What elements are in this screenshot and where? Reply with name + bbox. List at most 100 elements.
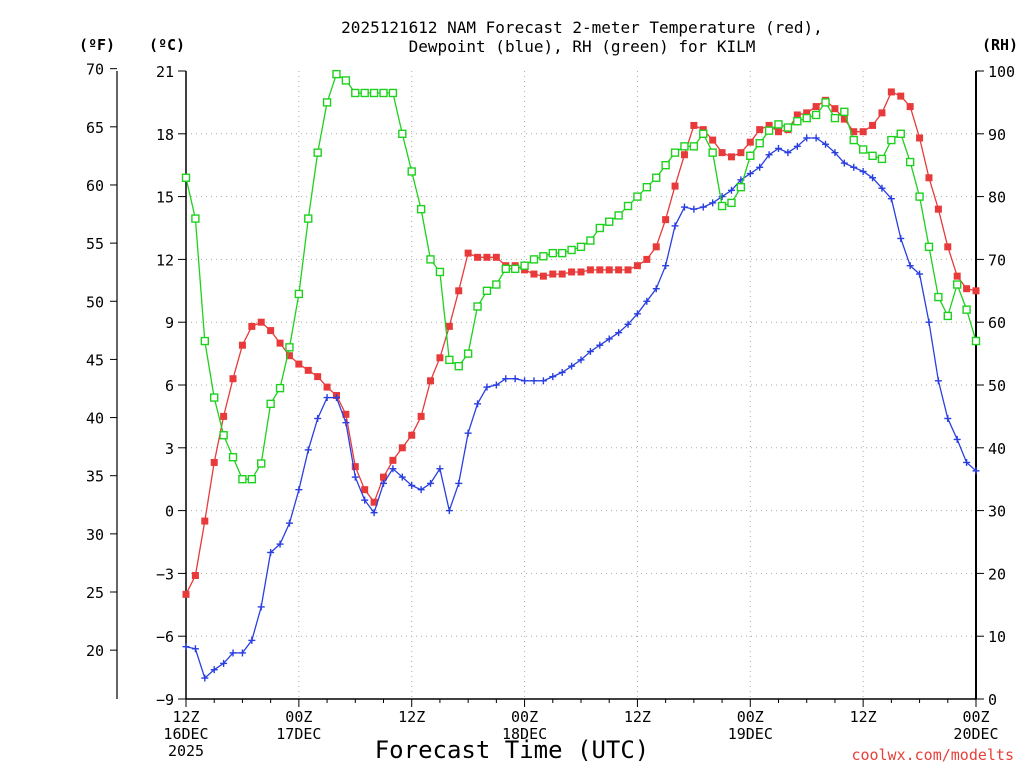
dewpoint-point [953, 435, 961, 443]
rh-tick-label: 30 [988, 503, 1006, 521]
tick-labels: −9−6−30369121518212025303540455055606570… [86, 61, 1015, 760]
dewpoint-point [408, 481, 416, 489]
series-line-temperature [185, 91, 977, 595]
rh-point [633, 192, 642, 201]
dewpoint-point [389, 465, 397, 473]
temperature-point [831, 105, 839, 113]
celsius-tick-label: 3 [165, 440, 174, 458]
rh-point [962, 305, 971, 314]
dewpoint-point [765, 151, 773, 159]
time-tick-label: 2025 [168, 742, 204, 760]
dewpoint-point [220, 659, 228, 667]
dewpoint-point [304, 446, 312, 454]
dewpoint-point [831, 149, 839, 157]
temperature-point [718, 149, 726, 157]
rh-point [482, 286, 492, 295]
temperature-point [746, 138, 754, 146]
dewpoint-point [803, 134, 811, 142]
temperature-point [558, 270, 566, 278]
rh-point [473, 302, 482, 311]
dewpoint-point [850, 163, 858, 171]
temperature-point [680, 151, 688, 159]
dewpoint-point [671, 222, 679, 230]
rh-tick-label: 10 [988, 628, 1006, 646]
time-tick-label: 00Z [962, 708, 989, 726]
dewpoint-point [229, 649, 237, 657]
temperature-point [191, 571, 199, 579]
temperature-point [398, 444, 406, 452]
temperature-point [652, 243, 660, 251]
temperature-point [436, 354, 444, 362]
temperature-point [953, 272, 961, 280]
temperature-point [596, 266, 604, 274]
dewpoint-point [586, 348, 594, 356]
dewpoint-point [332, 394, 340, 402]
fahrenheit-tick-label: 45 [86, 351, 104, 369]
dewpoint-point [511, 375, 519, 383]
dewpoint-point [492, 381, 500, 389]
rh-point [746, 151, 755, 160]
dewpoint-point [972, 467, 980, 475]
dewpoint-point [521, 377, 529, 385]
x-axis-label: Forecast Time (UTC) [375, 736, 650, 764]
dewpoint-point [568, 362, 576, 370]
dewpoint-point [624, 320, 632, 328]
temperature-point [586, 266, 594, 274]
celsius-tick-label: 15 [156, 189, 174, 207]
dewpoint-point [248, 636, 256, 644]
dewpoint-point [182, 643, 190, 651]
rh-point [736, 182, 746, 192]
dewpoint-point [916, 270, 924, 278]
rh-point [304, 214, 313, 223]
fahrenheit-tick-label: 65 [86, 119, 104, 137]
temperature-point [295, 360, 303, 368]
dewpoint-point [238, 649, 246, 657]
dewpoint-point [210, 666, 218, 674]
rh-point [858, 145, 868, 154]
rh-point [915, 192, 924, 201]
rh-point [896, 129, 905, 139]
rh-point [529, 255, 539, 264]
fahrenheit-tick-label: 20 [86, 642, 104, 660]
dewpoint-point [530, 377, 538, 385]
fahrenheit-tick-label: 35 [86, 468, 104, 486]
rh-point [943, 311, 952, 321]
temperature-point [389, 456, 397, 464]
temperature-point [662, 216, 670, 224]
rh-point [971, 336, 981, 346]
temperature-point [351, 463, 359, 471]
unit-label-rh: (RH) [982, 36, 1018, 54]
temperature-point [417, 412, 425, 420]
rh-point [369, 88, 379, 98]
dewpoint-point [662, 262, 670, 270]
temperature-point [530, 270, 538, 278]
dewpoint-point [746, 170, 754, 178]
temperature-point [568, 268, 576, 276]
fahrenheit-tick-label: 70 [86, 61, 104, 79]
dewpoint-point [436, 465, 444, 473]
temperature-point [765, 121, 773, 129]
rh-point [388, 88, 398, 98]
rh-point [652, 173, 661, 182]
rh-point [614, 211, 623, 220]
temperature-point [483, 253, 491, 261]
plot-axes [110, 68, 984, 707]
rh-point [576, 242, 586, 252]
temperature-point [756, 126, 764, 134]
temperature-point [972, 287, 980, 295]
dewpoint-point [351, 473, 359, 481]
fahrenheit-tick-label: 25 [86, 584, 104, 602]
credit-label: coolwx.com/modelts [851, 746, 1014, 764]
dewpoint-point [502, 375, 510, 383]
temperature-point [464, 249, 472, 257]
rh-point [266, 399, 275, 409]
dewpoint-point [323, 394, 331, 402]
dewpoint-point [793, 142, 801, 150]
temperature-point [897, 92, 905, 100]
dewpoint-point [549, 373, 557, 381]
celsius-tick-label: 21 [156, 63, 174, 81]
rh-point [802, 113, 811, 123]
temperature-point [285, 352, 293, 360]
temperature-point [944, 243, 952, 251]
rh-point [670, 148, 680, 157]
